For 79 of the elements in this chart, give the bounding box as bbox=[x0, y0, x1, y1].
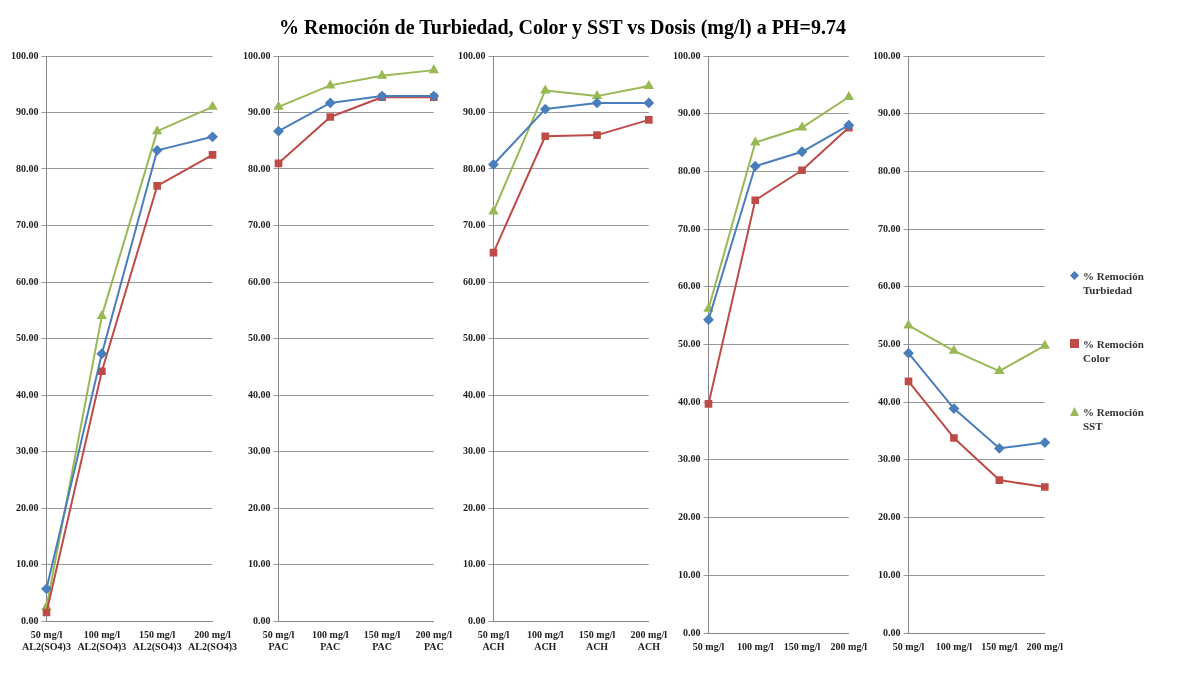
legend-label: % Remoción SST bbox=[1083, 405, 1145, 433]
y-tick-label: 20.00 bbox=[463, 501, 486, 513]
x-tick-label: 150 mg/l ACH bbox=[578, 628, 616, 652]
y-tick-label: 60.00 bbox=[878, 280, 901, 292]
y-tick-label: 40.00 bbox=[678, 395, 701, 407]
y-tick-label: 100.00 bbox=[873, 49, 901, 61]
legend-label: % Remoción Color bbox=[1083, 337, 1145, 365]
y-tick-label: 60.00 bbox=[463, 275, 486, 287]
y-tick-label: 80.00 bbox=[248, 162, 271, 174]
y-tick-label: 0.00 bbox=[468, 614, 486, 626]
y-tick-label: 70.00 bbox=[248, 219, 271, 231]
y-tick-label: 50.00 bbox=[878, 338, 901, 350]
y-tick-label: 40.00 bbox=[248, 388, 271, 400]
y-tick-label: 40.00 bbox=[878, 395, 901, 407]
y-tick-label: 10.00 bbox=[878, 568, 901, 580]
legend-label: % Remoción Turbiedad bbox=[1083, 269, 1145, 297]
x-tick-label: 200 mg/l AL2(SO4)3 bbox=[188, 628, 238, 653]
x-tick-label: 150 mg/l bbox=[783, 640, 821, 652]
x-tick-label: 150 mg/l AL2(SO4)3 bbox=[132, 628, 182, 653]
x-tick-label: 200 mg/l bbox=[1026, 640, 1064, 652]
y-tick-label: 20.00 bbox=[878, 511, 901, 523]
y-tick-label: 90.00 bbox=[678, 107, 701, 119]
y-tick-label: 80.00 bbox=[678, 164, 701, 176]
y-tick-label: 70.00 bbox=[463, 219, 486, 231]
y-tick-label: 90.00 bbox=[878, 107, 901, 119]
x-tick-label: 50 mg/l bbox=[892, 640, 925, 652]
x-tick-label: 150 mg/l PAC bbox=[363, 628, 401, 652]
y-tick-label: 80.00 bbox=[878, 164, 901, 176]
x-tick-label: 200 mg/l bbox=[830, 640, 868, 652]
y-tick-label: 80.00 bbox=[16, 162, 39, 174]
x-tick-label: 100 mg/l AL2(SO4)3 bbox=[77, 628, 127, 653]
chart-title: % Remoción de Turbiedad, Color y SST vs Dosis (mg/l) a PH=9.74 bbox=[279, 15, 846, 41]
y-tick-label: 0.00 bbox=[253, 614, 271, 626]
y-tick-label: 0.00 bbox=[683, 626, 701, 638]
y-tick-label: 10.00 bbox=[16, 558, 39, 570]
y-tick-label: 50.00 bbox=[678, 338, 701, 350]
x-tick-label: 50 mg/l PAC bbox=[262, 628, 295, 652]
x-tick-label: 200 mg/l ACH bbox=[630, 628, 668, 652]
y-tick-label: 50.00 bbox=[248, 332, 271, 344]
y-tick-label: 10.00 bbox=[248, 558, 271, 570]
x-tick-label: 100 mg/l bbox=[737, 640, 774, 652]
y-tick-label: 20.00 bbox=[678, 511, 701, 523]
y-tick-label: 30.00 bbox=[463, 445, 486, 457]
y-tick-label: 70.00 bbox=[678, 222, 701, 234]
y-tick-label: 60.00 bbox=[16, 275, 39, 287]
y-tick-label: 0.00 bbox=[883, 626, 901, 638]
y-tick-label: 80.00 bbox=[463, 162, 486, 174]
y-tick-label: 30.00 bbox=[16, 445, 39, 457]
y-tick-label: 100.00 bbox=[243, 49, 271, 61]
y-tick-label: 20.00 bbox=[16, 501, 39, 513]
y-tick-label: 30.00 bbox=[248, 445, 271, 457]
y-tick-label: 10.00 bbox=[678, 568, 701, 580]
x-tick-label: 50 mg/l ACH bbox=[477, 628, 510, 652]
x-tick-label: 200 mg/l PAC bbox=[415, 628, 453, 652]
y-tick-label: 50.00 bbox=[16, 332, 39, 344]
x-tick-label: 150 mg/l bbox=[981, 640, 1018, 652]
y-tick-label: 50.00 bbox=[463, 332, 486, 344]
y-tick-label: 40.00 bbox=[16, 388, 39, 400]
y-tick-label: 90.00 bbox=[16, 106, 39, 118]
y-tick-label: 30.00 bbox=[678, 453, 701, 465]
y-tick-label: 10.00 bbox=[463, 558, 486, 570]
y-tick-label: 90.00 bbox=[463, 106, 486, 118]
x-tick-label: 50 mg/l AL2(SO4)3 bbox=[22, 628, 71, 653]
y-tick-label: 70.00 bbox=[16, 219, 39, 231]
y-tick-label: 100.00 bbox=[458, 49, 486, 61]
y-tick-label: 60.00 bbox=[248, 275, 271, 287]
y-tick-label: 70.00 bbox=[878, 222, 901, 234]
y-tick-label: 20.00 bbox=[248, 501, 271, 513]
y-tick-label: 40.00 bbox=[463, 388, 486, 400]
y-tick-label: 90.00 bbox=[248, 106, 271, 118]
x-tick-label: 50 mg/l bbox=[692, 640, 725, 652]
x-tick-label: 100 mg/l PAC bbox=[312, 628, 349, 652]
y-tick-label: 0.00 bbox=[21, 614, 39, 626]
y-tick-label: 30.00 bbox=[878, 453, 901, 465]
y-tick-label: 60.00 bbox=[678, 280, 701, 292]
y-tick-label: 100.00 bbox=[673, 49, 701, 61]
x-tick-label: 100 mg/l bbox=[935, 640, 973, 652]
y-tick-label: 100.00 bbox=[11, 49, 39, 61]
x-tick-label: 100 mg/l ACH bbox=[527, 628, 564, 652]
